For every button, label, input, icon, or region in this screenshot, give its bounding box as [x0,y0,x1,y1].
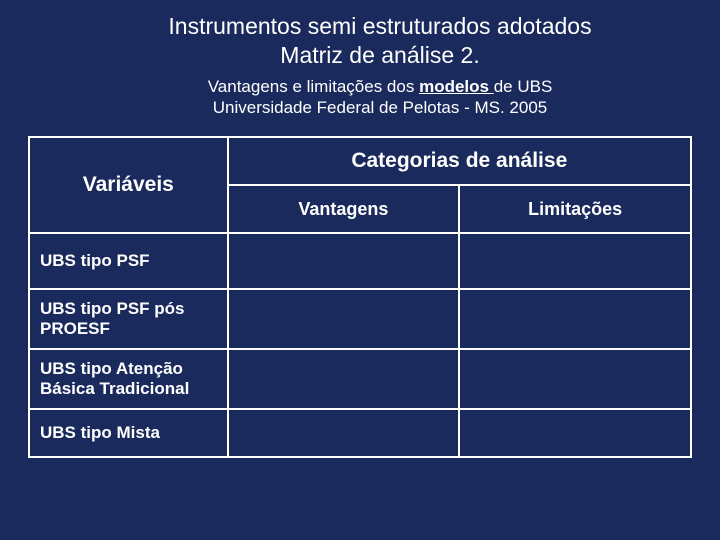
subtitle-prefix: Vantagens e limitações dos [208,77,419,96]
slide: Instrumentos semi estruturados adotados … [0,0,720,540]
cell-limitacoes [459,233,691,289]
cell-vantagens [228,289,460,349]
row-label: UBS tipo PSF pós PROESF [29,289,228,349]
table-row: UBS tipo PSF [29,233,691,289]
cell-vantagens [228,409,460,457]
title-block: Instrumentos semi estruturados adotados … [28,12,692,70]
table-row: UBS tipo Atenção Básica Tradicional [29,349,691,409]
subtitle-emph: modelos [419,77,494,96]
cell-vantagens [228,349,460,409]
subtitle-suffix: de UBS [494,77,553,96]
row-label: UBS tipo PSF [29,233,228,289]
header-limitacoes: Limitações [459,185,691,233]
cell-limitacoes [459,349,691,409]
header-categories: Categorias de análise [228,137,691,185]
row-label: UBS tipo Atenção Básica Tradicional [29,349,228,409]
analysis-matrix-table: Variáveis Categorias de análise Vantagen… [28,136,692,458]
subtitle-block: Vantagens e limitações dos modelos de UB… [28,76,692,119]
subtitle-line-1: Vantagens e limitações dos modelos de UB… [88,76,672,97]
table-row: UBS tipo PSF pós PROESF [29,289,691,349]
header-vantagens: Vantagens [228,185,460,233]
title-line-1: Instrumentos semi estruturados adotados [88,12,672,41]
cell-vantagens [228,233,460,289]
title-line-2: Matriz de análise 2. [88,41,672,70]
row-label: UBS tipo Mista [29,409,228,457]
header-variables: Variáveis [29,137,228,233]
subtitle-line-2: Universidade Federal de Pelotas - MS. 20… [88,97,672,118]
table-header-row-1: Variáveis Categorias de análise [29,137,691,185]
table-row: UBS tipo Mista [29,409,691,457]
cell-limitacoes [459,289,691,349]
cell-limitacoes [459,409,691,457]
